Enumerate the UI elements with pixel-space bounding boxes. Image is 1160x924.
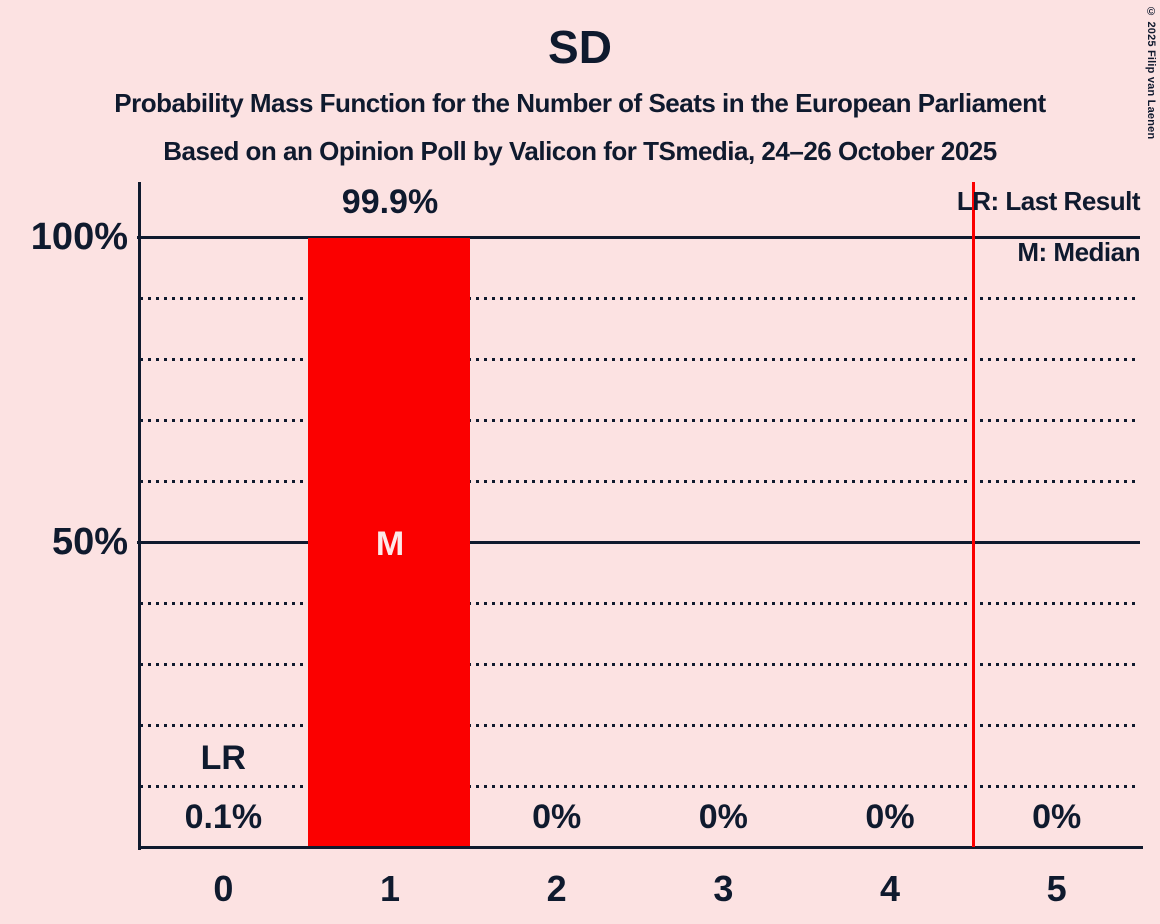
gridline-dotted [140, 296, 1140, 300]
last-result-label: LR [200, 738, 246, 777]
legend-last-result: LR: Last Result [956, 186, 1141, 216]
chart-subtitle-line2: Based on an Opinion Poll by Valicon for … [163, 136, 997, 166]
last-result-line [971, 182, 975, 847]
x-tick-label-5: 5 [1046, 868, 1067, 909]
x-tick-label-1: 1 [379, 868, 400, 909]
bar-value-label-3: 0% [698, 797, 748, 836]
y-tick-label-50: 50% [51, 521, 128, 563]
x-tick-label-0: 0 [213, 868, 234, 909]
gridline-dotted [140, 662, 1140, 666]
gridline-dotted [140, 601, 1140, 605]
gridline-solid [137, 540, 1140, 544]
gridline-dotted [140, 723, 1140, 727]
gridline-dotted [140, 418, 1140, 422]
bar-value-label-4: 0% [865, 797, 915, 836]
bar-value-label-1: 99.9% [341, 182, 439, 221]
gridline-dotted [140, 784, 1140, 788]
copyright-text: © 2025 Filip van Laenen [1145, 6, 1157, 140]
y-axis [138, 182, 141, 850]
x-tick-label-3: 3 [713, 868, 734, 909]
x-tick-label-2: 2 [546, 868, 567, 909]
gridline-solid [137, 235, 1140, 239]
gridline-dotted [140, 479, 1140, 483]
x-tick-label-4: 4 [879, 868, 900, 909]
chart-subtitle-line1: Probability Mass Function for the Number… [114, 88, 1046, 118]
legend-median: M: Median [1017, 237, 1140, 267]
bar-value-label-0: 0.1% [184, 797, 263, 836]
chart-title: SD [548, 21, 612, 73]
gridline-dotted [140, 357, 1140, 361]
x-axis [138, 846, 1143, 849]
median-label: M [375, 525, 405, 564]
bar-value-label-2: 0% [532, 797, 582, 836]
bar-value-label-5: 0% [1032, 797, 1082, 836]
y-tick-label-100: 100% [30, 216, 128, 258]
bar-seats-1 [307, 237, 471, 847]
